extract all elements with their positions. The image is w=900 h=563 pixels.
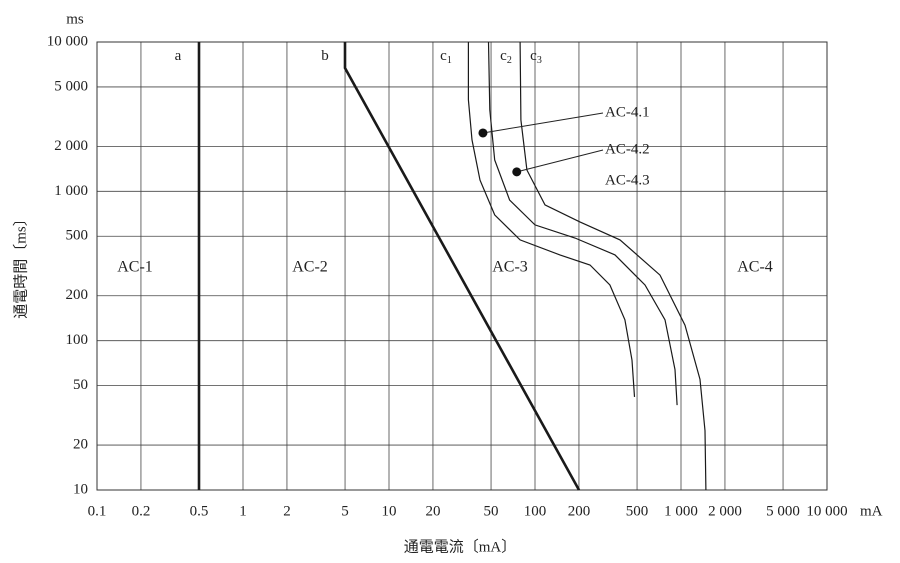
zone-label: AC-2: [292, 259, 328, 276]
y-tick-label: 5 000: [54, 78, 88, 94]
y-tick-label: 10: [73, 481, 88, 497]
y-tick-label: 100: [66, 332, 89, 348]
series-name: b: [321, 48, 329, 64]
plot-frame: [96, 41, 828, 491]
annotation-label: AC-4.2: [605, 141, 650, 157]
series-line: [343, 42, 581, 491]
y-axis-label: 通電時間〔ms〕: [12, 211, 29, 319]
series-label: c2: [500, 48, 512, 66]
series-subscript: 1: [447, 55, 452, 66]
series-name: c: [500, 48, 507, 64]
series-label: c3: [530, 48, 542, 66]
series-name: c: [440, 48, 447, 64]
y-tick-label: 50: [73, 377, 88, 393]
y-tick-label: 2 000: [54, 138, 88, 154]
y-tick-label: 500: [66, 228, 89, 244]
zone-label: AC-4: [737, 259, 773, 276]
x-tick-label: 5 000: [766, 503, 800, 519]
y-tick-label: 200: [66, 287, 89, 303]
series-line: [467, 42, 636, 397]
series-label: b: [321, 48, 329, 64]
x-tick-label: 2: [283, 503, 291, 519]
series-subscript: 3: [537, 55, 542, 66]
y-tick-label: 1 000: [54, 183, 88, 199]
x-tick-label: 10: [382, 503, 397, 519]
leader-line: [482, 112, 604, 134]
annotation-label: AC-4.3: [605, 172, 650, 188]
x-tick-label: 200: [568, 503, 591, 519]
zone-label: AC-1: [117, 259, 153, 276]
x-tick-label: 100: [524, 503, 547, 519]
series-line: [487, 41, 678, 406]
x-tick-label: 0.1: [88, 503, 107, 519]
x-tick-label: 1 000: [664, 503, 698, 519]
annotation-dot: [478, 128, 488, 138]
x-tick-label: 10 000: [806, 503, 847, 519]
x-axis-label: 通電電流〔mA〕: [404, 538, 517, 555]
x-tick-label: 500: [626, 503, 649, 519]
series-line: [519, 41, 707, 491]
series-label: a: [175, 48, 182, 64]
annotation-label: AC-4.1: [605, 104, 650, 120]
x-tick-label: 0.5: [190, 503, 209, 519]
x-tick-label: 50: [484, 503, 499, 519]
series-subscript: 2: [507, 55, 512, 66]
series-label: c1: [440, 48, 452, 66]
y-tick-label: 20: [73, 436, 88, 452]
series-name: c: [530, 48, 537, 64]
x-tick-label: 2 000: [708, 503, 742, 519]
zone-label: AC-3: [492, 259, 528, 276]
series-name: a: [175, 48, 182, 64]
x-tick-label: 1: [239, 503, 247, 519]
x-tick-label: 20: [425, 503, 440, 519]
y-tick-label: 10 000: [47, 33, 88, 49]
x-tick-label: 5: [341, 503, 349, 519]
leader-line: [516, 149, 604, 173]
x-tick-label: 0.2: [132, 503, 151, 519]
y-unit: ms: [66, 11, 84, 27]
annotation-dot: [512, 167, 522, 177]
x-unit: mA: [860, 503, 883, 519]
